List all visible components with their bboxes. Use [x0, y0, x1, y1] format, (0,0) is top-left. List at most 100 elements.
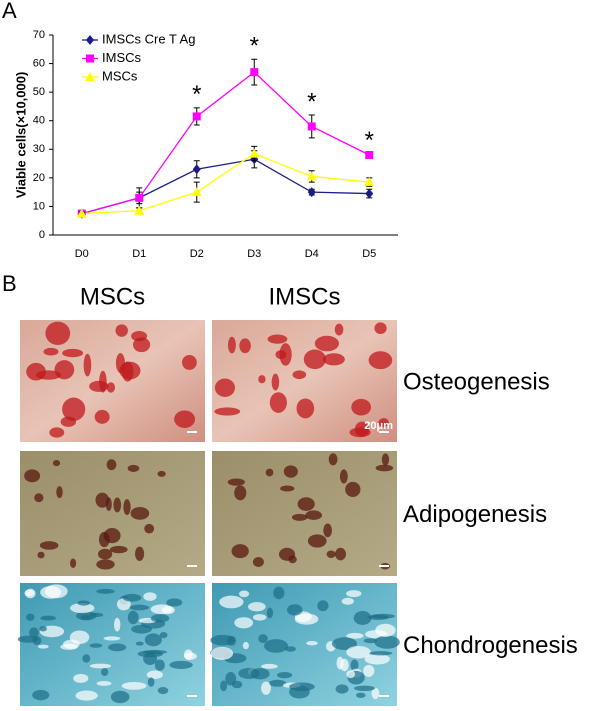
- texture: [29, 627, 39, 638]
- stain: [269, 392, 287, 413]
- texture: [350, 659, 359, 671]
- texture: [150, 614, 170, 623]
- stain: [283, 465, 298, 478]
- stain: [132, 337, 151, 353]
- stain: [103, 528, 121, 544]
- stain: [37, 551, 45, 559]
- texture: [116, 598, 131, 611]
- stain: [214, 378, 236, 397]
- stain: [231, 544, 249, 559]
- stain: [381, 453, 390, 466]
- stain: [174, 410, 196, 428]
- texture: [346, 632, 364, 639]
- stain: [339, 469, 348, 484]
- texture: [268, 679, 287, 687]
- stain: [303, 349, 326, 370]
- texture: [129, 604, 150, 611]
- stain: [335, 547, 347, 561]
- stain: [62, 348, 84, 358]
- annotation: *: [192, 81, 201, 108]
- texture: [89, 663, 112, 669]
- stain: [291, 513, 308, 521]
- x-tick-label: D4: [305, 248, 319, 260]
- stain: [39, 541, 59, 550]
- annotation: *: [307, 88, 316, 115]
- texture: [331, 637, 357, 651]
- texture: [353, 611, 372, 625]
- stain: [127, 464, 140, 472]
- stain: [288, 555, 297, 564]
- stain: [297, 497, 315, 511]
- stain: [70, 558, 77, 569]
- y-tick-label: 10: [33, 200, 45, 212]
- texture: [77, 600, 90, 606]
- texture: [264, 639, 289, 653]
- texture: [80, 615, 92, 620]
- row-label: Osteogenesis: [403, 368, 550, 395]
- y-tick-label: 50: [33, 86, 45, 98]
- texture: [100, 668, 109, 676]
- texture: [289, 682, 315, 692]
- marker: [250, 68, 259, 77]
- texture: [143, 652, 158, 666]
- texture: [261, 681, 271, 695]
- stain: [296, 398, 315, 419]
- texture: [96, 588, 115, 594]
- stain: [305, 510, 322, 520]
- texture: [25, 588, 36, 599]
- series-line: [81, 71, 370, 215]
- panel-label: B: [2, 271, 17, 296]
- stain: [334, 323, 344, 336]
- y-tick-label: 70: [33, 29, 45, 41]
- texture: [63, 639, 80, 649]
- texture: [356, 692, 366, 698]
- texture: [335, 684, 349, 694]
- stain: [265, 468, 274, 477]
- micrograph: [20, 451, 205, 576]
- y-tick-label: 20: [33, 172, 45, 184]
- stain: [280, 485, 295, 492]
- stain: [239, 338, 251, 354]
- legend-marker: [86, 35, 94, 45]
- y-tick-label: 60: [33, 57, 45, 69]
- marker: [307, 122, 316, 131]
- stain: [123, 499, 131, 516]
- texture: [96, 681, 112, 686]
- marker: [306, 171, 317, 181]
- stain: [43, 347, 59, 356]
- texture: [363, 638, 377, 644]
- texture: [353, 685, 376, 692]
- texture: [143, 592, 157, 601]
- texture: [284, 646, 296, 652]
- marker: [364, 177, 375, 187]
- stain: [345, 481, 361, 498]
- texture: [142, 649, 168, 655]
- stain: [328, 453, 338, 466]
- texture: [150, 604, 173, 615]
- y-tick-label: 30: [33, 143, 45, 155]
- marker: [134, 205, 145, 215]
- stain: [34, 493, 44, 503]
- stain: [252, 556, 264, 568]
- x-tick-label: D2: [190, 248, 204, 260]
- chart: 0 10 20 30 40 50 60 70 D0 D1 D2 D3 D4 D5 Viable cells(…: [13, 29, 398, 260]
- texture: [346, 590, 362, 598]
- texture: [242, 641, 249, 650]
- stain: [307, 534, 327, 548]
- texture: [341, 597, 354, 605]
- scale-bar-label: 20μm: [364, 420, 393, 432]
- texture: [169, 660, 193, 669]
- stain: [275, 350, 287, 360]
- texture: [26, 613, 35, 621]
- column-label: IMSCs: [269, 283, 341, 310]
- stain: [106, 459, 117, 471]
- texture: [371, 687, 380, 700]
- stain: [56, 486, 63, 499]
- x-tick-label: D3: [247, 248, 261, 260]
- annotation: *: [250, 33, 259, 60]
- texture: [108, 643, 127, 652]
- texture: [306, 640, 318, 646]
- stain: [314, 335, 340, 352]
- stain: [182, 354, 197, 370]
